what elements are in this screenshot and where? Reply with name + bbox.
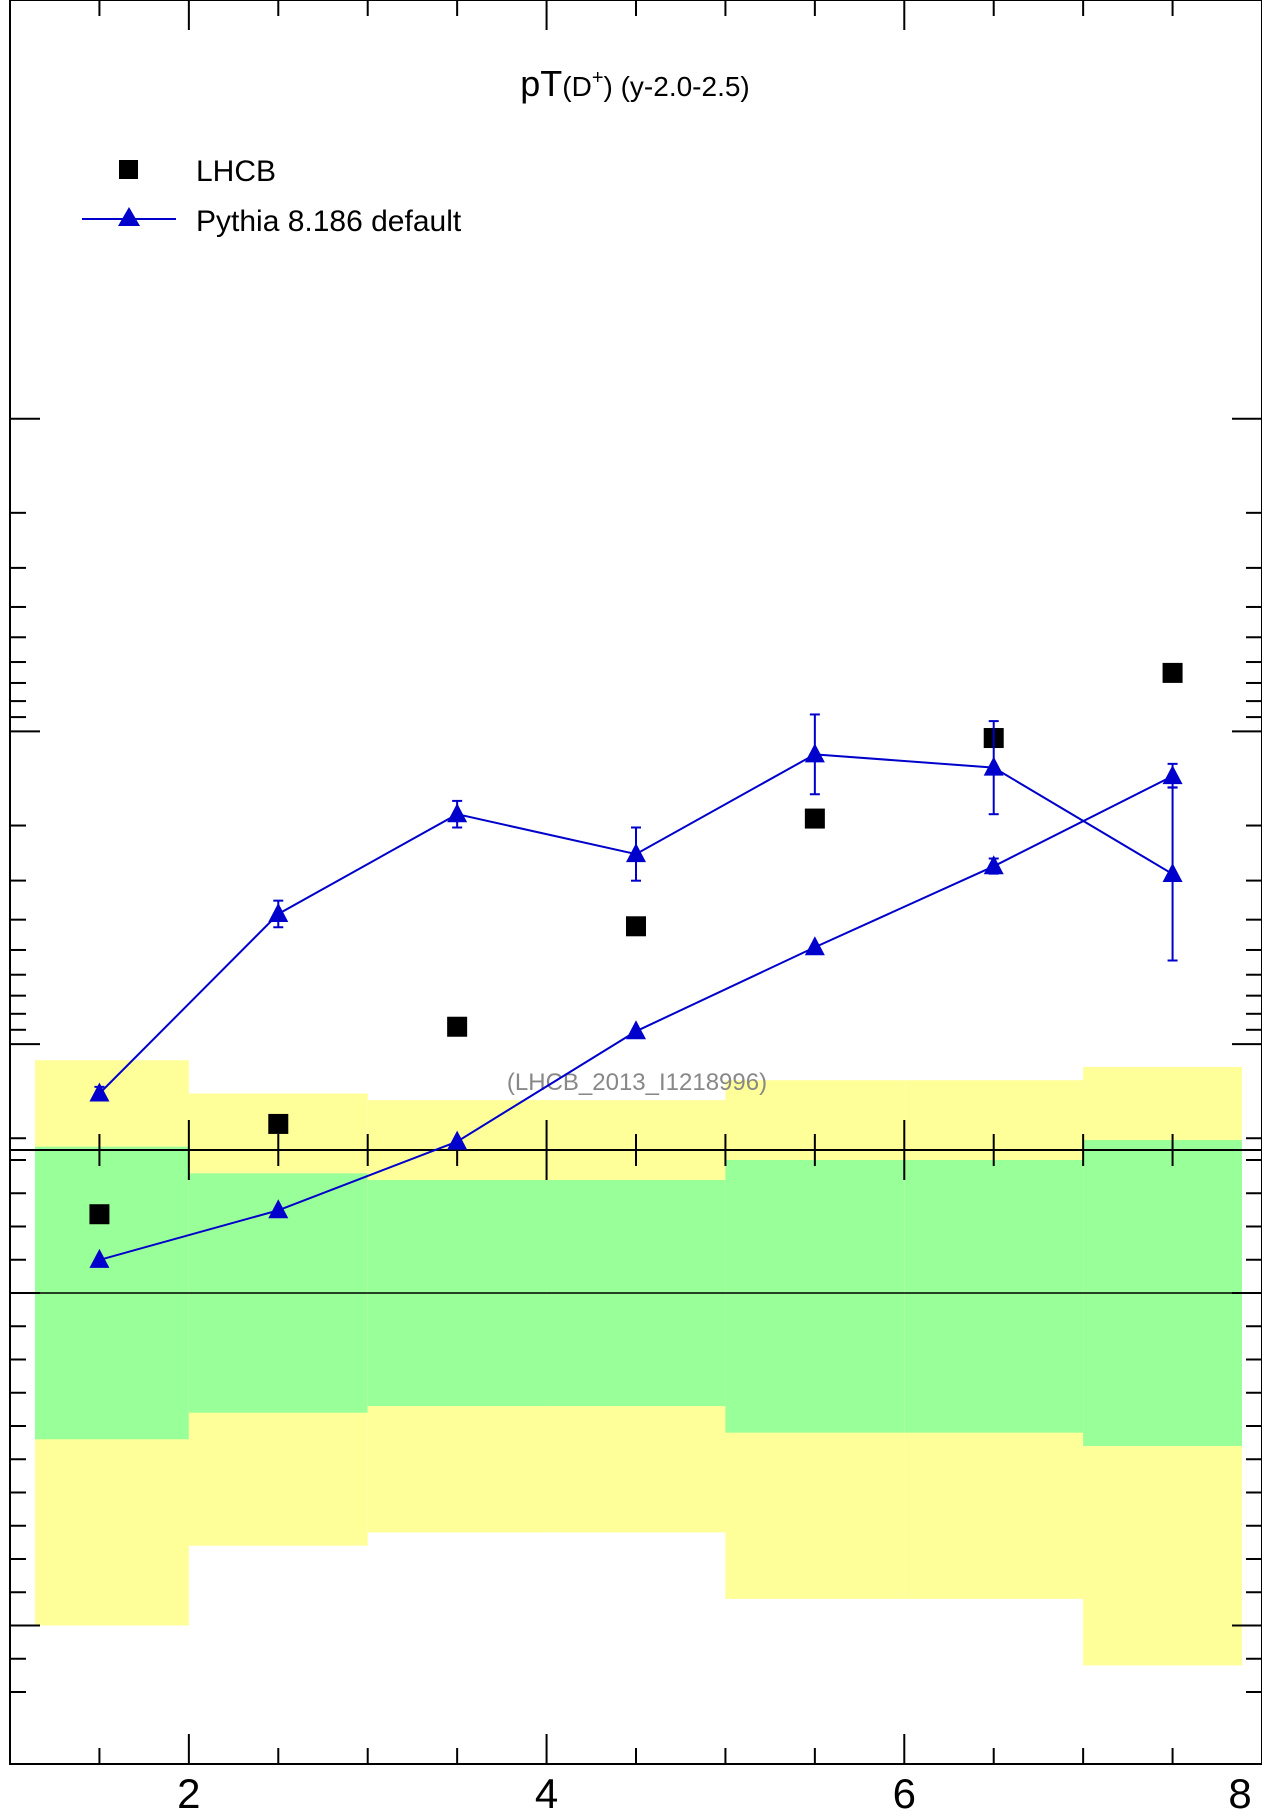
data-point bbox=[89, 1204, 110, 1225]
title-sup: + bbox=[592, 67, 604, 89]
data-point bbox=[447, 1016, 468, 1037]
ratio-mc-point bbox=[89, 1082, 110, 1102]
plot-title: pT(D+) (y-2.0-2.5) bbox=[520, 63, 750, 104]
x-tick-label: 2 bbox=[177, 1770, 200, 1817]
title-main: pT bbox=[520, 63, 562, 104]
mc-point bbox=[447, 1130, 468, 1150]
mc-point bbox=[804, 936, 825, 956]
ratio-uncertainty-bands bbox=[35, 1060, 1242, 1666]
ratio-mc-point bbox=[983, 756, 1004, 776]
legend-mc-marker bbox=[118, 207, 140, 226]
mc-point bbox=[626, 1020, 646, 1040]
axis-ticks bbox=[9, 0, 1262, 1764]
band-inner-rect bbox=[725, 1160, 905, 1433]
mc-point bbox=[1162, 765, 1183, 785]
ratio-mc-point bbox=[447, 803, 468, 823]
legend-mc-label: Pythia 8.186 default bbox=[196, 205, 462, 238]
x-tick-label: 8 bbox=[1228, 1770, 1251, 1817]
mc-point bbox=[983, 855, 1004, 875]
legend-data-label: LHCB bbox=[196, 155, 276, 188]
legend-data-marker bbox=[119, 160, 138, 179]
ratio-mc-series bbox=[89, 713, 1183, 1102]
analysis-label: (LHCB_2013_I1218996) bbox=[507, 1069, 767, 1096]
x-tick-labels: 2 4 6 8 bbox=[177, 1770, 1252, 1817]
legend: LHCB Pythia 8.186 default bbox=[82, 155, 462, 238]
data-point bbox=[804, 808, 825, 829]
title-sub: (D bbox=[562, 71, 592, 102]
x-tick-label: 4 bbox=[535, 1770, 558, 1817]
data-point bbox=[626, 916, 646, 937]
mc-point bbox=[89, 1248, 110, 1268]
ratio-mc-point bbox=[268, 902, 289, 922]
ratio-mc-point bbox=[626, 843, 646, 863]
mc-point bbox=[268, 1199, 289, 1219]
data-point bbox=[1162, 662, 1183, 683]
data-point bbox=[268, 1113, 289, 1134]
title-rest: ) (y-2.0-2.5) bbox=[604, 71, 750, 102]
band-inner-rect bbox=[904, 1160, 1084, 1433]
main-mc-series bbox=[89, 762, 1183, 1268]
main-data-series bbox=[89, 662, 1183, 1225]
ratio-mc-point bbox=[804, 743, 825, 763]
ratio-mc-point bbox=[1162, 863, 1183, 883]
x-tick-label: 6 bbox=[893, 1770, 916, 1817]
